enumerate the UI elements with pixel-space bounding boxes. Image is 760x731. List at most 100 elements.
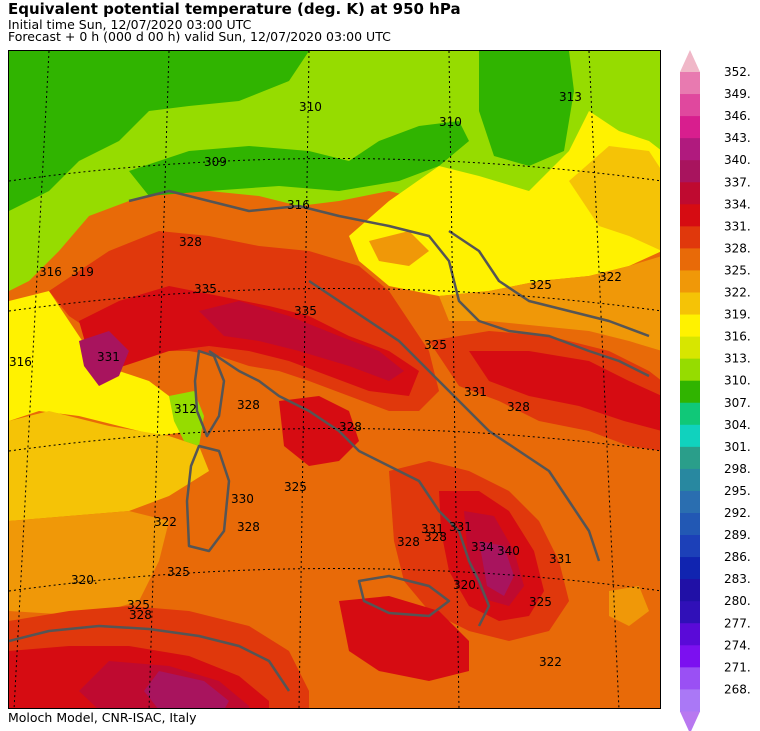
- colorbar-swatch: [680, 204, 700, 227]
- colorbar-label: 313.: [724, 352, 751, 366]
- colorbar-swatches: [680, 50, 700, 731]
- contour-label: 331: [449, 520, 472, 534]
- field-316-west: [9, 411, 209, 521]
- colorbar-swatch: [680, 292, 700, 316]
- colorbar-label: 274.: [724, 638, 751, 652]
- colorbar-swatch: [680, 535, 700, 558]
- sicily: [357, 574, 451, 618]
- contour-label: 309: [204, 155, 227, 169]
- contour-label: 319: [71, 265, 94, 279]
- colorbar-labels: 352. 349. 346. 343. 340. 337. 334. 331. 328. 325.…: [724, 65, 751, 696]
- field-331-north: [79, 286, 419, 396]
- field-331-center: [279, 396, 359, 466]
- colorbar-swatch: [680, 601, 700, 624]
- colorbar-swatch: [680, 226, 700, 249]
- colorbar-label: 340.: [724, 153, 751, 167]
- colorbar-swatch: [680, 72, 700, 95]
- colorbar-label: 301.: [724, 440, 751, 454]
- colorbar-swatch: [680, 270, 700, 294]
- field-307-east: [479, 51, 574, 166]
- contour-label: 325: [424, 338, 447, 352]
- colorbar-label: 328.: [724, 241, 751, 255]
- colorbar-swatch: [680, 446, 700, 470]
- colorbar-swatch: [680, 402, 700, 426]
- italy-west-coast: [208, 349, 491, 627]
- field-307-west: [9, 51, 309, 211]
- contour-label: 328: [179, 235, 202, 249]
- sardinia: [185, 444, 231, 553]
- contour-label: 328: [397, 535, 420, 549]
- contour-label: 320.: [71, 573, 98, 587]
- header: Equivalent potential temperature (deg. K…: [8, 0, 461, 43]
- contour-label: 328: [339, 420, 362, 434]
- colorbar-swatch: [680, 160, 700, 183]
- contour-label: 325: [284, 480, 307, 494]
- contour-label: 322: [154, 515, 177, 529]
- field-334-north: [199, 301, 404, 381]
- theta-e-field: 310 313 310 309 316 316 316 319 322 325 …: [9, 51, 660, 708]
- italy-east-coast: [308, 279, 601, 562]
- contour-label: 335: [294, 304, 317, 318]
- colorbar-swatch: [680, 314, 700, 338]
- field-337-west: [79, 331, 129, 386]
- contour-label: 325: [529, 278, 552, 292]
- colorbar-swatch: [680, 468, 700, 492]
- contour-label: 328: [424, 530, 447, 544]
- contour-label: 331: [421, 522, 444, 536]
- colorbar-label: 268.: [724, 682, 751, 696]
- colorbar-swatch: [680, 689, 700, 713]
- model-credit: Moloch Model, CNR-ISAC, Italy: [8, 710, 197, 725]
- colorbar-label: 283.: [724, 572, 751, 586]
- contour-label: 325: [127, 598, 150, 612]
- colorbar-swatch: [680, 336, 700, 360]
- colorbar-label: 310.: [724, 374, 751, 388]
- contour-labels: 310 313 310 309 316 316 316 319 322 325 …: [9, 90, 622, 669]
- contour-label: 316: [39, 265, 62, 279]
- colorbar-label: 325.: [724, 263, 751, 277]
- contour-label: 328: [237, 398, 260, 412]
- contour-label: 331: [464, 385, 487, 399]
- contour-label: 316: [287, 198, 310, 212]
- forecast-valid-time: Forecast + 0 h (000 d 00 h) valid Sun, 1…: [8, 29, 391, 44]
- colorbar-swatch: [680, 380, 700, 404]
- field-316-ne: [569, 146, 660, 251]
- contour-label: 322: [599, 270, 622, 284]
- colorbar-label: 352.: [724, 65, 751, 79]
- colorbar-label: 349.: [724, 87, 751, 101]
- balkan-coast: [448, 229, 650, 338]
- colorbar-swatch: [680, 116, 700, 139]
- field-322-patch: [609, 586, 649, 626]
- colorbar-swatch: [680, 557, 700, 580]
- field-322-nw: [369, 231, 429, 266]
- field-331-east: [469, 351, 660, 431]
- contour-label: 310: [299, 100, 322, 114]
- colorbar-swatch: [680, 579, 700, 602]
- colorbar-swatch: [680, 513, 700, 536]
- contour-label: 328: [129, 608, 152, 622]
- colorbar-swatch: [680, 645, 700, 668]
- colorbar-label: 286.: [724, 550, 751, 564]
- contour-label: 340: [497, 544, 520, 558]
- colorbar-swatch: [680, 248, 700, 272]
- contour-label: 312: [174, 402, 197, 416]
- field-319-west: [9, 511, 169, 616]
- contour-label: 328: [237, 520, 260, 534]
- contour-label: 325: [167, 565, 190, 579]
- colorbar-bottom-arrow: [680, 711, 700, 731]
- colorbar-swatch: [680, 358, 700, 382]
- corsica: [193, 349, 226, 438]
- colorbar-label: 277.: [724, 616, 751, 630]
- map-title: Equivalent potential temperature (deg. K…: [8, 0, 461, 18]
- contour-label: 330: [231, 492, 254, 506]
- colorbar-label: 295.: [724, 484, 751, 498]
- colorbar-swatch: [680, 94, 700, 117]
- colorbar-swatch: [680, 490, 700, 514]
- colorbar-label: 337.: [724, 175, 751, 189]
- contour-label: 320.: [453, 578, 480, 592]
- contour-label: 334: [471, 540, 494, 554]
- contour-label: 310: [439, 115, 462, 129]
- colorbar-label: 289.: [724, 528, 751, 542]
- colorbar-label: 280.: [724, 594, 751, 608]
- alps-coast: [128, 189, 650, 378]
- field-310-corsica: [169, 391, 204, 446]
